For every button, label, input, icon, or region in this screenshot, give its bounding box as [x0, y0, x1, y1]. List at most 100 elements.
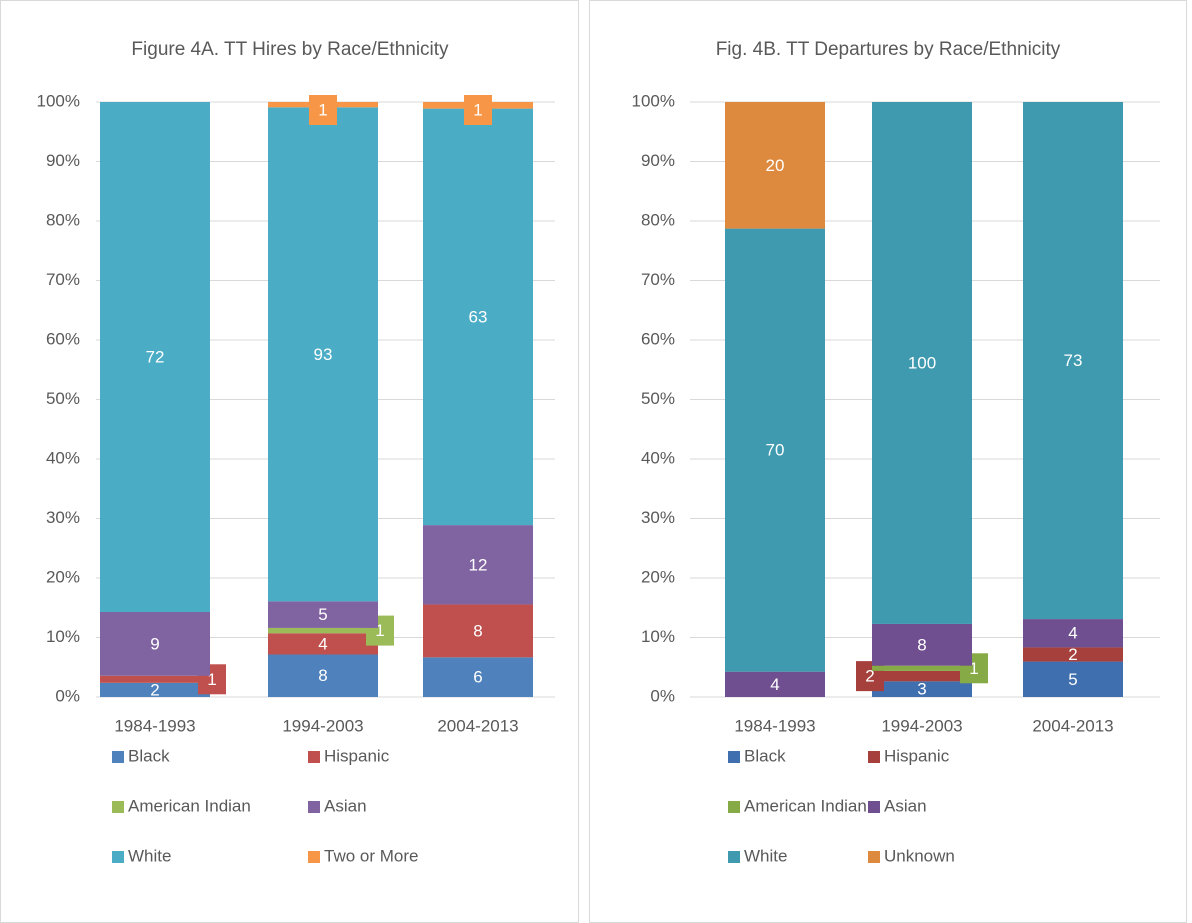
x-tick-label: 1994-2003 [282, 716, 363, 735]
legend-swatch [868, 851, 880, 863]
legend-swatch [112, 751, 124, 763]
x-tick-label: 2004-2013 [437, 716, 518, 735]
legend-swatch [308, 801, 320, 813]
y-tick-label: 90% [641, 151, 675, 170]
data-label: 100 [908, 353, 936, 372]
legend-label: Black [744, 746, 786, 765]
legend-label: White [128, 846, 171, 865]
bar-segment [1023, 619, 1123, 648]
bar-segment [423, 657, 533, 697]
data-label: 1 [318, 100, 327, 119]
legend-swatch [308, 751, 320, 763]
bar-segment [872, 102, 972, 624]
data-label: 12 [469, 555, 488, 574]
legend-swatch [868, 801, 880, 813]
data-label: 8 [318, 666, 327, 685]
bar-segment [423, 108, 533, 526]
data-label: 70 [766, 441, 785, 460]
callout-box [309, 95, 337, 125]
bar-segment [1023, 102, 1123, 620]
bar-segment [725, 228, 825, 672]
data-label: 8 [473, 621, 482, 640]
chart-title: Figure 4A. TT Hires by Race/Ethnicity [131, 39, 449, 60]
data-label: 4 [770, 675, 779, 694]
bar-segment [268, 654, 378, 697]
y-tick-label: 100% [632, 91, 675, 110]
data-label: 4 [1068, 624, 1077, 643]
legend-swatch [308, 851, 320, 863]
y-tick-label: 70% [641, 270, 675, 289]
data-label: 93 [314, 345, 333, 364]
data-label: 1 [969, 659, 978, 678]
y-tick-label: 50% [46, 389, 80, 408]
legend-label: American Indian [128, 796, 251, 815]
data-label: 5 [318, 605, 327, 624]
bar-segment [423, 525, 533, 605]
legend-label: Asian [884, 796, 927, 815]
data-label: 2 [865, 667, 874, 686]
y-tick-label: 10% [46, 627, 80, 646]
y-tick-label: 40% [46, 448, 80, 467]
y-tick-label: 100% [37, 91, 80, 110]
y-tick-label: 60% [641, 329, 675, 348]
legend-swatch [728, 801, 740, 813]
data-label: 3 [917, 680, 926, 699]
data-label: 5 [1068, 670, 1077, 689]
bar-segment [268, 627, 378, 634]
x-tick-label: 1984-1993 [114, 716, 195, 735]
data-label: 20 [766, 156, 785, 175]
data-label: 63 [469, 307, 488, 326]
y-tick-label: 30% [641, 508, 675, 527]
legend-label: White [744, 846, 787, 865]
legend-swatch [728, 851, 740, 863]
y-tick-label: 30% [46, 508, 80, 527]
bar-segment [872, 670, 972, 682]
legend-label: American Indian [744, 796, 867, 815]
data-label: 6 [473, 668, 482, 687]
legend-swatch [728, 751, 740, 763]
y-tick-label: 60% [46, 329, 80, 348]
data-label: 1 [207, 670, 216, 689]
y-tick-label: 0% [650, 686, 675, 705]
legend-label: Unknown [884, 846, 955, 865]
y-tick-label: 40% [641, 448, 675, 467]
bar-segment [725, 102, 825, 229]
bar-segment [725, 671, 825, 697]
bar-segment [268, 633, 378, 655]
legend-label: Two or More [324, 846, 418, 865]
bar-segment [100, 675, 210, 683]
data-label: 72 [146, 347, 165, 366]
data-label: 8 [917, 635, 926, 654]
y-tick-label: 0% [55, 686, 80, 705]
data-label: 1 [375, 621, 384, 640]
legend-swatch [868, 751, 880, 763]
bar-segment [872, 665, 972, 671]
y-tick-label: 20% [641, 567, 675, 586]
data-label: 2 [1068, 645, 1077, 664]
data-label: 1 [473, 100, 482, 119]
y-tick-label: 50% [641, 389, 675, 408]
data-label: 73 [1064, 351, 1083, 370]
y-tick-label: 80% [46, 210, 80, 229]
chart-title: Fig. 4B. TT Departures by Race/Ethnicity [716, 39, 1061, 60]
legend-label: Hispanic [324, 746, 390, 765]
y-tick-label: 80% [641, 210, 675, 229]
y-tick-label: 20% [46, 567, 80, 586]
bar-segment [872, 681, 972, 697]
bar-segment [872, 623, 972, 666]
legend-label: Hispanic [884, 746, 950, 765]
data-label: 9 [150, 634, 159, 653]
bar-segment [1023, 647, 1123, 662]
data-label: 4 [318, 634, 327, 653]
legend-swatch [112, 851, 124, 863]
bar-segment [100, 102, 210, 612]
bar-segment [100, 682, 210, 697]
legend-label: Asian [324, 796, 367, 815]
y-tick-label: 70% [46, 270, 80, 289]
data-label: 2 [150, 680, 159, 699]
bar-segment [268, 107, 378, 602]
bar-segment [423, 604, 533, 658]
legend-swatch [112, 801, 124, 813]
bar-segment [268, 601, 378, 628]
